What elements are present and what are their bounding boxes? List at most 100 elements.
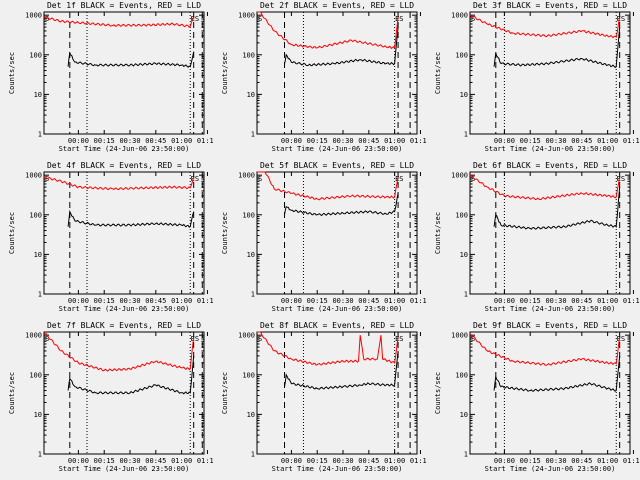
x-tick-label: 00:30: [332, 137, 353, 145]
series-line-events: [284, 193, 399, 217]
x-tick-label: 00:30: [332, 297, 353, 305]
x-tick-label: 00:30: [119, 137, 140, 145]
x-tick-label: 00:30: [545, 457, 566, 465]
x-tick-label: 01:15: [197, 137, 213, 145]
y-tick-label: 10: [34, 251, 42, 259]
x-tick-label: 00:45: [145, 457, 166, 465]
x-axis-label: Start Time (24-Jun-06 23:50:00): [59, 305, 190, 313]
y-axis-label: Counts/sec: [221, 52, 229, 94]
plot-frame: [256, 11, 418, 135]
panel-chart-svg: Det 3f BLACK = Events, RED = LLD 1 10 100 10…: [434, 1, 639, 153]
panel-chart-svg: Det 1f BLACK = Events, RED = LLD 1 10 100 10…: [8, 1, 213, 153]
x-axis-label: Start Time (24-Jun-06 23:50:00): [485, 465, 616, 473]
x-tick-label: 01:00: [384, 137, 405, 145]
x-tick-label: 00:00: [494, 457, 515, 465]
x-tick-label: 01:15: [410, 297, 426, 305]
series-line-events: [67, 51, 195, 68]
end-marker-label: ES: [617, 15, 625, 23]
x-tick-label: 01:00: [171, 297, 192, 305]
y-tick-label: 1000: [25, 332, 42, 340]
x-tick-label: 00:15: [307, 297, 328, 305]
series-line-lld: [43, 16, 195, 28]
y-tick-label: 100: [29, 371, 42, 379]
x-tick-label: 00:15: [307, 457, 328, 465]
x-tick-label: 00:00: [68, 297, 89, 305]
plot-frame: [43, 331, 205, 455]
x-axis-label: Start Time (24-Jun-06 23:50:00): [485, 145, 616, 153]
x-tick-label: 01:15: [623, 297, 639, 305]
y-tick-label: 100: [455, 371, 468, 379]
x-tick-label: 00:00: [281, 457, 302, 465]
y-tick-label: 10: [34, 91, 42, 99]
series-line-lld: [469, 174, 621, 201]
panel-chart-svg: Det 7f BLACK = Events, RED = LLD 1 10 100 10…: [8, 321, 213, 473]
series-line-events: [493, 187, 621, 230]
y-axis-label: Counts/sec: [221, 372, 229, 414]
detector-panel: Det 3f BLACK = Events, RED = LLD 1 10 100 10…: [426, 0, 639, 160]
panel-chart-svg: Det 9f BLACK = Events, RED = LLD 1 10 100 10…: [434, 321, 639, 473]
plot-frame: [256, 331, 418, 455]
start-marker-label: S: [258, 15, 262, 23]
panel-title: Det 4f BLACK = Events, RED = LLD: [47, 161, 201, 170]
panel-title: Det 8f BLACK = Events, RED = LLD: [260, 321, 414, 330]
end-marker-label: ES: [191, 335, 199, 343]
plot-frame: [256, 171, 418, 295]
y-axis-label: Counts/sec: [434, 52, 442, 94]
y-tick-label: 10: [247, 411, 255, 419]
x-axis-label: Start Time (24-Jun-06 23:50:00): [59, 465, 190, 473]
panel-title: Det 3f BLACK = Events, RED = LLD: [473, 1, 627, 10]
start-marker-label: S: [471, 335, 475, 343]
y-tick-label: 1000: [451, 172, 468, 180]
x-tick-label: 01:15: [410, 137, 426, 145]
x-tick-label: 00:00: [68, 457, 89, 465]
y-tick-label: 1: [251, 291, 255, 299]
end-marker-label: ES: [395, 335, 403, 343]
y-axis-label: Counts/sec: [8, 52, 16, 94]
series-line-events: [284, 27, 399, 67]
plot-frame: [43, 11, 205, 135]
y-tick-label: 1: [38, 131, 42, 139]
x-axis-label: Start Time (24-Jun-06 23:50:00): [59, 145, 190, 153]
detector-panel: Det 6f BLACK = Events, RED = LLD 1 10 100 10…: [426, 160, 639, 320]
end-marker-label: ES: [617, 335, 625, 343]
x-tick-label: 01:00: [597, 457, 618, 465]
y-tick-label: 10: [34, 411, 42, 419]
panel-title: Det 9f BLACK = Events, RED = LLD: [473, 321, 627, 330]
x-tick-label: 00:45: [358, 297, 379, 305]
y-tick-label: 100: [29, 51, 42, 59]
end-marker-label: ES: [395, 15, 403, 23]
y-tick-label: 10: [460, 411, 468, 419]
x-tick-label: 01:15: [623, 137, 639, 145]
x-tick-label: 00:00: [494, 137, 515, 145]
y-tick-label: 100: [455, 211, 468, 219]
y-axis-label: Counts/sec: [8, 212, 16, 254]
panel-title: Det 7f BLACK = Events, RED = LLD: [47, 321, 201, 330]
x-tick-label: 00:00: [281, 297, 302, 305]
y-tick-label: 1000: [25, 172, 42, 180]
y-tick-label: 1000: [238, 172, 255, 180]
x-tick-label: 00:15: [520, 457, 541, 465]
series-line-lld: [257, 171, 399, 201]
y-tick-label: 1000: [238, 12, 255, 20]
y-tick-label: 100: [242, 211, 255, 219]
x-tick-label: 00:15: [94, 137, 115, 145]
y-tick-label: 100: [29, 211, 42, 219]
plot-frame: [469, 331, 631, 455]
x-tick-label: 00:15: [94, 297, 115, 305]
y-tick-label: 1: [464, 291, 468, 299]
detector-panel: Det 8f BLACK = Events, RED = LLD 1 10 100 10…: [213, 320, 426, 480]
series-line-events: [284, 350, 399, 390]
x-tick-label: 01:00: [597, 137, 618, 145]
y-tick-label: 1000: [451, 12, 468, 20]
y-tick-label: 1000: [451, 332, 468, 340]
detector-panel: Det 4f BLACK = Events, RED = LLD 1 10 100 10…: [0, 160, 213, 320]
y-tick-label: 1: [464, 131, 468, 139]
x-tick-label: 00:30: [332, 457, 353, 465]
panel-title: Det 5f BLACK = Events, RED = LLD: [260, 161, 414, 170]
end-marker-label: ES: [395, 175, 403, 183]
plot-frame: [43, 171, 205, 295]
detector-panel: Det 1f BLACK = Events, RED = LLD 1 10 100 10…: [0, 0, 213, 160]
x-axis-label: Start Time (24-Jun-06 23:50:00): [272, 465, 403, 473]
y-tick-label: 1: [251, 131, 255, 139]
